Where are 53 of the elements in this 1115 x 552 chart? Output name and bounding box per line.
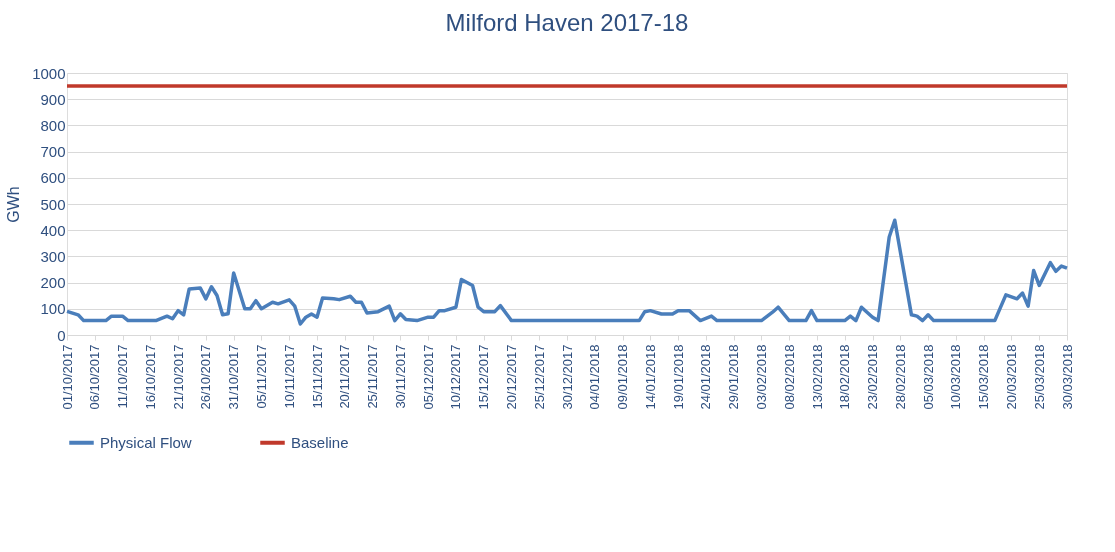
x-tick-label: 21/10/2017 bbox=[170, 344, 186, 410]
x-tick-label: 31/10/2017 bbox=[226, 344, 242, 410]
x-tick-label: 01/10/2017 bbox=[59, 344, 75, 410]
y-tick-label: 900 bbox=[40, 90, 66, 108]
x-tick-label: 25/03/2018 bbox=[1031, 344, 1047, 410]
x-tick-label: 09/01/2018 bbox=[615, 344, 631, 410]
legend-label: Physical Flow bbox=[100, 433, 192, 451]
x-tick-label: 20/11/2017 bbox=[337, 344, 353, 409]
x-tick-label: 03/02/2018 bbox=[753, 344, 769, 410]
x-tick-label: 11/10/2017 bbox=[115, 344, 131, 409]
x-tick-label: 18/02/2018 bbox=[837, 344, 853, 410]
x-tick-label: 05/12/2017 bbox=[420, 344, 436, 410]
x-tick-label: 05/03/2018 bbox=[920, 344, 936, 410]
x-tick-label: 19/01/2018 bbox=[670, 344, 686, 410]
y-tick-label: 800 bbox=[40, 116, 66, 134]
chart-title: Milford Haven 2017-18 bbox=[445, 9, 689, 36]
x-tick-label: 20/12/2017 bbox=[503, 344, 519, 410]
line-series bbox=[65, 218, 1069, 326]
x-tick-label: 15/12/2017 bbox=[476, 344, 492, 410]
x-tick-label: 20/03/2018 bbox=[1003, 344, 1019, 410]
x-tick-label: 24/01/2018 bbox=[698, 344, 714, 410]
y-tick-label: 0 bbox=[57, 326, 66, 344]
x-tick-label: 30/03/2018 bbox=[1059, 344, 1075, 410]
x-tick-label: 06/10/2017 bbox=[87, 344, 103, 410]
y-tick-label: 300 bbox=[40, 247, 66, 265]
x-tick-label: 25/11/2017 bbox=[365, 344, 381, 409]
x-tick-label: 14/01/2018 bbox=[642, 344, 658, 410]
x-tick-label: 30/11/2017 bbox=[392, 344, 408, 409]
x-tick-label: 15/11/2017 bbox=[309, 344, 325, 409]
x-tick-label: 04/01/2018 bbox=[587, 344, 603, 410]
x-tick-label: 15/03/2018 bbox=[976, 344, 992, 410]
y-tick-label: 1000 bbox=[32, 64, 66, 82]
x-tick-label: 26/10/2017 bbox=[198, 344, 214, 410]
y-tick-label: 500 bbox=[40, 195, 66, 213]
x-tick-label: 29/01/2018 bbox=[726, 344, 742, 410]
x-tick-label: 10/03/2018 bbox=[948, 344, 964, 410]
x-tick-label: 10/11/2017 bbox=[281, 344, 297, 409]
x-tick-label: 08/02/2018 bbox=[781, 344, 797, 410]
x-tick-label: 10/12/2017 bbox=[448, 344, 464, 410]
x-tick-label: 16/10/2017 bbox=[142, 344, 158, 410]
x-tick-label: 25/12/2017 bbox=[531, 344, 547, 410]
y-axis-title: GWh bbox=[5, 186, 23, 223]
y-tick-label: 100 bbox=[40, 300, 66, 318]
x-tick-label: 28/02/2018 bbox=[892, 344, 908, 410]
x-tick-label: 23/02/2018 bbox=[865, 344, 881, 410]
x-tick-label: 05/11/2017 bbox=[253, 344, 269, 409]
y-tick-label: 600 bbox=[40, 169, 66, 187]
y-tick-label: 400 bbox=[40, 221, 66, 239]
x-tick-label: 30/12/2017 bbox=[559, 344, 575, 410]
legend-label: Baseline bbox=[291, 433, 349, 451]
y-tick-label: 700 bbox=[40, 143, 66, 161]
x-tick-label: 13/02/2018 bbox=[809, 344, 825, 410]
y-tick-label: 200 bbox=[40, 274, 66, 292]
